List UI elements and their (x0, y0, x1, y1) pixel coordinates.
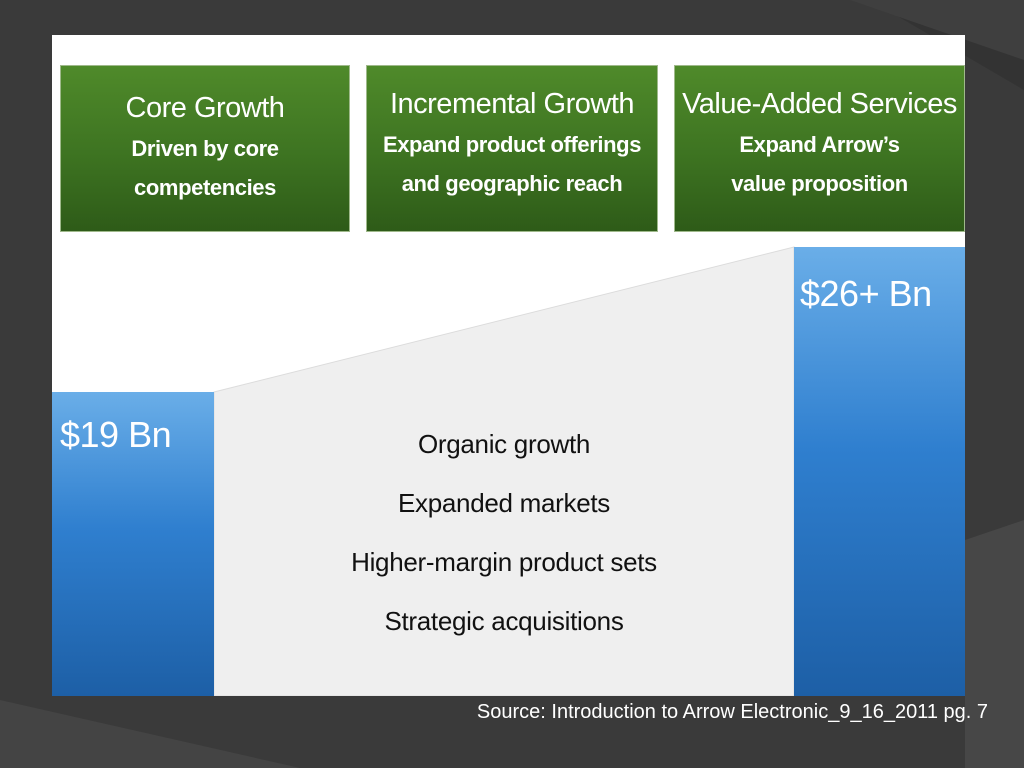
value-added-services-line-1: Expand Arrow’s (739, 132, 900, 157)
core-growth-line-2: competencies (134, 175, 276, 200)
driver-higher-margin-products: Higher-margin product sets (351, 547, 657, 577)
start-value-bar: $19 Bn (52, 392, 214, 696)
driver-expanded-markets: Expanded markets (398, 488, 610, 518)
driver-strategic-acquisitions: Strategic acquisitions (384, 606, 624, 636)
driver-organic-growth: Organic growth (417, 429, 591, 459)
value-added-services-box: Value-Added Services Expand Arrow’s valu… (674, 65, 965, 232)
growth-wedge (213, 246, 795, 696)
value-added-services-line-2: value proposition (731, 171, 908, 196)
slide-content: Core Growth Driven by core competencies … (52, 35, 965, 696)
start-value-label: $19 Bn (60, 414, 172, 455)
target-value-bar: $26+ Bn (794, 247, 965, 696)
source-citation: Source: Introduction to Arrow Electronic… (476, 701, 988, 723)
incremental-growth-box: Incremental Growth Expand product offeri… (366, 65, 658, 232)
incremental-growth-line-1: Expand product offerings (382, 132, 642, 157)
incremental-growth-title: Incremental Growth (389, 88, 635, 120)
target-value-label: $26+ Bn (800, 273, 932, 314)
growth-drivers-list: Organic growth Expanded markets Higher-m… (214, 415, 794, 651)
core-growth-line-1: Driven by core (131, 136, 279, 161)
core-growth-box: Core Growth Driven by core competencies (60, 65, 350, 232)
incremental-growth-line-2: and geographic reach (401, 171, 623, 196)
core-growth-title: Core Growth (125, 92, 285, 124)
value-added-services-title: Value-Added Services (682, 88, 957, 120)
